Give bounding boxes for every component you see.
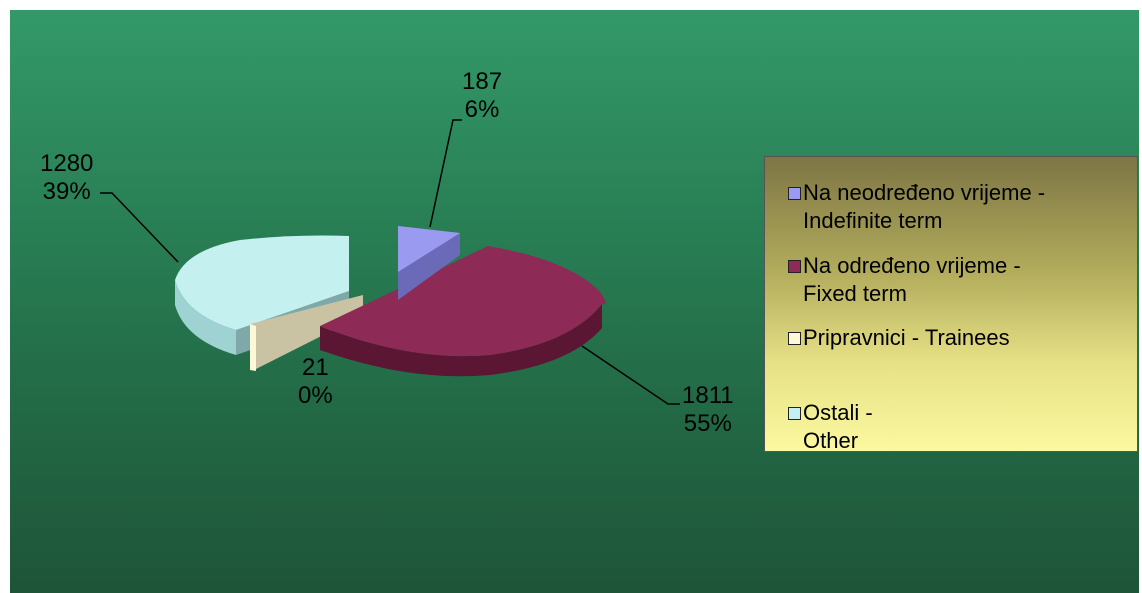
legend-label-line2: Fixed term [803, 281, 907, 306]
data-label-percent: 55% [683, 410, 732, 437]
slice-pripravnici [250, 295, 363, 371]
data-label-value: 187 [462, 68, 503, 95]
legend-item-fixed-term: Na određeno vrijeme - Fixed term [803, 252, 1021, 308]
chart-area: 187 6% 1280 39% 21 0% 1811 55% Na neodre… [10, 10, 1139, 593]
data-label-indefinite-term: 187 6% [462, 68, 502, 124]
data-label-value: 1280 [40, 150, 94, 177]
pie-chart [100, 119, 680, 405]
data-label-value: 21 [301, 354, 329, 381]
leader-line-fixed [581, 345, 680, 405]
legend-swatch-pripravnici [788, 332, 801, 345]
legend-swatch-fixed-term [788, 260, 801, 273]
data-label-percent: 39% [42, 178, 91, 205]
leader-line-indefinite [429, 119, 462, 228]
data-label-percent: 0% [298, 382, 333, 409]
data-label-percent: 6% [464, 96, 500, 123]
leader-lines [100, 119, 680, 405]
data-label-pripravnici: 21 0% [298, 354, 333, 410]
legend-label-line1: Na određeno vrijeme - [803, 253, 1021, 278]
legend: Na neodređeno vrijeme - Indefinite term … [764, 156, 1138, 455]
data-label-ostali: 1280 39% [40, 150, 93, 206]
slice-indefinite-term [398, 226, 460, 300]
legend-swatch-indefinite-term [788, 187, 801, 200]
legend-item-indefinite-term: Na neodređeno vrijeme - Indefinite term [803, 179, 1045, 235]
data-label-value: 1811 [682, 382, 734, 409]
legend-swatch-ostali [788, 407, 801, 420]
legend-label-line2: Other [803, 428, 859, 453]
legend-item-pripravnici: Pripravnici - Trainees [803, 324, 1010, 352]
slice-fixed-term [320, 246, 606, 377]
legend-item-ostali: Ostali - Other [803, 399, 873, 455]
data-label-fixed-term: 1811 55% [682, 382, 734, 438]
legend-label-line1: Pripravnici - Trainees [803, 325, 1010, 350]
legend-label-line2: Indefinite term [803, 208, 943, 233]
legend-label-line1: Na neodređeno vrijeme - [803, 180, 1046, 205]
legend-label-line1: Ostali - [803, 400, 873, 425]
leader-line-ostali [100, 192, 179, 263]
